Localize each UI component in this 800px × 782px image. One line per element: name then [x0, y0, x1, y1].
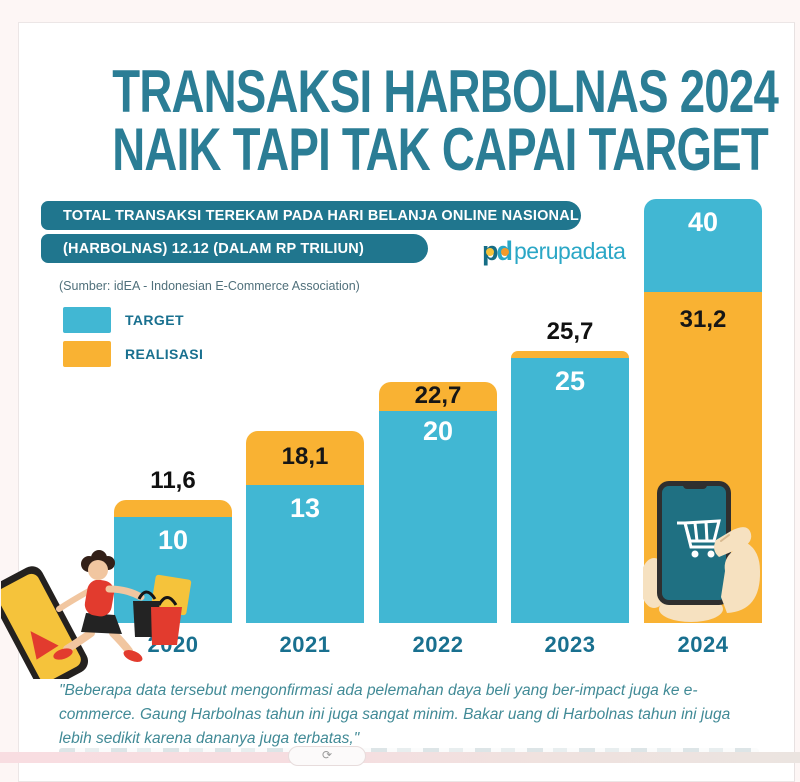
brand-dot-orange-icon	[501, 248, 509, 256]
bar-2022-target-segment: 20	[379, 410, 497, 623]
red-shoe-icon	[123, 650, 143, 662]
x-axis-label-2024: 2024	[677, 632, 729, 657]
target-swatch-icon	[63, 307, 111, 333]
tilted-phone-icon	[1, 566, 89, 679]
title-line-1: TRANSAKSI HARBOLNAS 2024	[112, 58, 779, 125]
hand-phone-illustration	[643, 481, 761, 622]
cart-icon	[677, 519, 721, 558]
overlay-handle[interactable]: ⟳	[288, 746, 366, 766]
title-line-2: NAIK TAPI TAK CAPAI TARGET	[112, 116, 769, 183]
brand-dot-yellow-icon	[486, 248, 494, 256]
bar-2022: 22,7 20	[379, 382, 497, 623]
quote-text: "Beberapa data tersebut mengonfirmasi ad…	[59, 682, 731, 748]
bar-2023: 25	[511, 351, 629, 623]
realisasi-swatch-icon	[63, 341, 111, 367]
subtitle-banner-2: (HARBOLNAS) 12.12 (DALAM RP TRILIUN)	[41, 234, 428, 263]
value-label: 22,7	[414, 382, 462, 409]
bar-2021-target-segment: 13	[246, 485, 364, 623]
chart-legend: TARGET REALISASI	[63, 307, 203, 375]
bar-2023-realisasi-segment	[511, 351, 629, 359]
value-label: 31,2	[679, 306, 727, 334]
bottom-overlay-bar: ⟳	[0, 746, 800, 766]
value-label: 18,1	[281, 443, 329, 470]
legend-label-target: TARGET	[125, 312, 184, 328]
value-label: 10	[157, 524, 189, 555]
value-label: 40	[687, 207, 719, 237]
legend-item-target: TARGET	[63, 307, 203, 333]
value-label: 20	[422, 415, 454, 446]
red-shopping-bag-icon	[151, 607, 182, 645]
bar-2021-realisasi-segment: 18,1	[246, 431, 364, 486]
bar-2022-realisasi-segment: 22,7	[379, 382, 497, 411]
shopper-illustration	[1, 550, 192, 679]
legend-label-realisasi: REALISASI	[125, 346, 204, 362]
smartphone-icon	[657, 481, 731, 605]
x-axis-label-2021: 2021	[279, 632, 331, 657]
infographic-card: TRANSAKSI HARBOLNAS 2024 NAIK TAPI TAK C…	[1, 22, 796, 782]
value-label-outside: 25,7	[546, 318, 594, 345]
bar-2024-target-segment: 40	[644, 199, 762, 293]
value-label: 13	[289, 493, 321, 524]
refresh-icon[interactable]: ⟳	[321, 748, 333, 762]
data-source-note: (Sumber: idEA - Indonesian E-Commerce As…	[59, 279, 360, 293]
yellow-box-icon	[150, 574, 192, 616]
perupadata-logo: pd perupadata	[482, 235, 626, 267]
x-axis-label-2023: 2023	[544, 632, 596, 657]
brand-name: perupadata	[514, 237, 626, 264]
bar-2023-target-segment: 25	[511, 358, 629, 623]
brand-icon: pd	[482, 236, 513, 266]
bar-2021: 18,1 13	[246, 431, 364, 623]
value-label-outside: 11,6	[150, 467, 196, 494]
hand-icon	[714, 527, 761, 613]
red-shoe-icon	[53, 648, 73, 660]
x-axis-label-2022: 2022	[412, 632, 464, 657]
value-label: 25	[554, 366, 586, 397]
page-title: TRANSAKSI HARBOLNAS 2024 NAIK TAPI TAK C…	[19, 58, 796, 183]
subtitle-banner-1: TOTAL TRANSAKSI TEREKAM PADA HARI BELANJ…	[41, 201, 581, 230]
legend-item-realisasi: REALISASI	[63, 341, 203, 367]
bar-2020-realisasi-segment	[114, 500, 232, 517]
